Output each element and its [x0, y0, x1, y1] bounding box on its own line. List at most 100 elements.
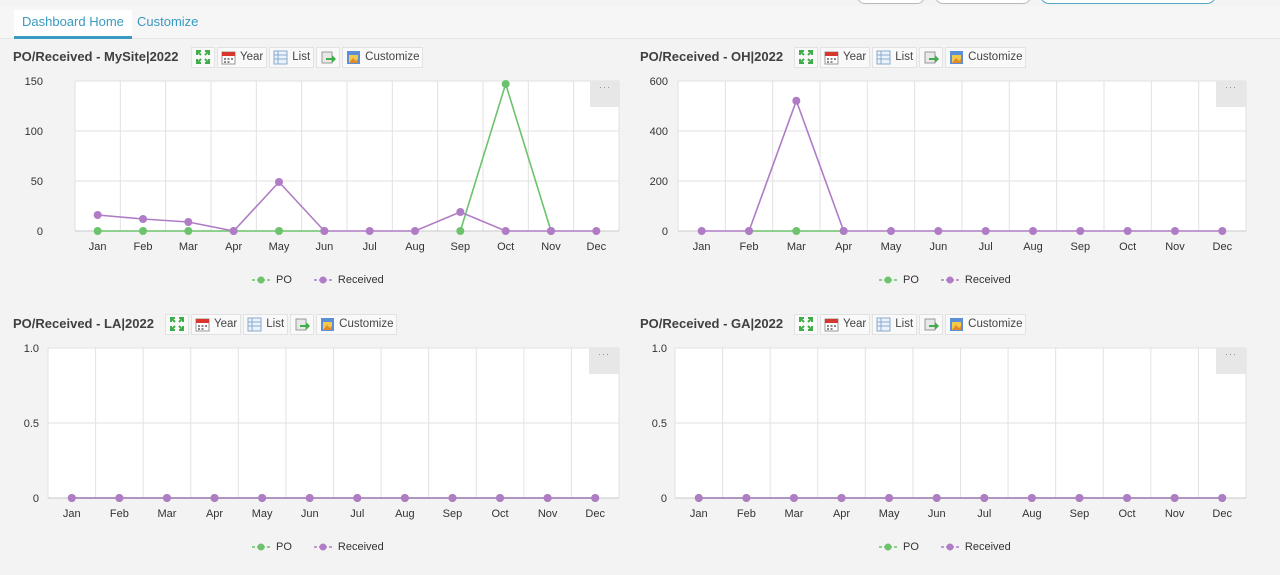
tab-dashboard-home[interactable]: Dashboard Home [14, 10, 132, 39]
y-tick-label: 50 [31, 176, 43, 188]
data-point-received[interactable] [547, 227, 555, 235]
data-point-po[interactable] [275, 227, 283, 235]
data-point-po[interactable] [792, 227, 801, 235]
data-point-received[interactable] [1171, 227, 1179, 235]
export-button[interactable] [919, 313, 944, 335]
data-point-received[interactable] [885, 494, 894, 502]
data-point-received[interactable] [1123, 494, 1132, 502]
expand-button[interactable] [165, 313, 189, 335]
export-button[interactable] [919, 46, 944, 68]
data-point-po[interactable] [456, 227, 465, 235]
data-point-received[interactable] [275, 178, 283, 186]
legend-item-received[interactable]: Received [940, 274, 1011, 286]
data-point-received[interactable] [980, 494, 989, 502]
tab-customize[interactable]: Customize [137, 14, 199, 29]
data-point-received[interactable] [1075, 494, 1084, 502]
data-point-received[interactable] [792, 96, 801, 105]
data-point-received[interactable] [934, 227, 943, 235]
year-button[interactable]: Year [217, 46, 268, 68]
data-point-received[interactable] [592, 227, 601, 235]
data-point-po[interactable] [184, 227, 193, 235]
data-point-received[interactable] [320, 227, 329, 235]
year-button[interactable]: Year [191, 313, 242, 335]
legend-item-po[interactable]: PO [879, 541, 919, 553]
expand-button[interactable] [191, 46, 215, 68]
data-point-received[interactable] [742, 494, 751, 502]
x-tick-label: Sep [443, 508, 463, 520]
data-point-received[interactable] [1218, 494, 1227, 502]
data-point-received[interactable] [839, 227, 848, 235]
data-point-received[interactable] [496, 494, 505, 502]
data-point-received[interactable] [887, 227, 895, 235]
top-button-1[interactable] [857, 0, 925, 4]
customize-button[interactable]: Customize [342, 46, 424, 68]
legend-item-received[interactable]: Received [940, 541, 1011, 553]
line-chart: 0 0.5 1.0 Jan Feb Mar Apr May Jun Jul Aug Sep Oct Nov… [24, 343, 620, 520]
expand-button[interactable] [794, 313, 818, 335]
list-button[interactable]: List [269, 46, 315, 68]
data-point-received[interactable] [93, 211, 102, 219]
list-button[interactable]: List [872, 313, 918, 335]
x-tick-label: Jul [977, 508, 991, 520]
data-point-received[interactable] [162, 494, 171, 502]
legend-item-po[interactable]: PO [879, 274, 919, 286]
data-point-received[interactable] [258, 494, 267, 502]
list-button[interactable]: List [872, 46, 918, 68]
data-point-received[interactable] [400, 494, 409, 502]
data-point-received[interactable] [305, 494, 314, 502]
top-search-input[interactable] [1040, 0, 1216, 4]
data-point-received[interactable] [184, 218, 193, 226]
data-point-received[interactable] [1029, 227, 1037, 235]
top-button-2[interactable] [935, 0, 1031, 4]
data-point-received[interactable] [697, 227, 706, 235]
export-button[interactable] [316, 46, 341, 68]
customize-button[interactable]: Customize [316, 313, 398, 335]
year-button[interactable]: Year [820, 313, 871, 335]
legend-item-po[interactable]: PO [252, 274, 292, 286]
data-point-po[interactable] [139, 227, 147, 235]
data-point-received[interactable] [115, 494, 124, 502]
customize-button[interactable]: Customize [945, 46, 1027, 68]
data-point-received[interactable] [67, 494, 76, 502]
data-point-po[interactable] [501, 80, 510, 88]
x-tick-label: Nov [1165, 241, 1185, 253]
chart-menu-button[interactable]: ··· [589, 348, 619, 374]
chart-menu-button[interactable]: ··· [1216, 348, 1246, 374]
data-point-received[interactable] [353, 494, 362, 502]
data-point-po[interactable] [93, 227, 102, 235]
data-point-received[interactable] [139, 215, 147, 223]
data-point-received[interactable] [543, 494, 552, 502]
data-point-received[interactable] [448, 494, 457, 502]
chart-menu-button[interactable]: ··· [590, 81, 620, 107]
legend-item-received[interactable]: Received [313, 541, 384, 553]
expand-button[interactable] [794, 46, 818, 68]
data-point-received[interactable] [745, 227, 753, 235]
data-point-received[interactable] [210, 494, 219, 502]
year-label: Year [843, 318, 867, 330]
data-point-received[interactable] [1027, 494, 1036, 502]
legend-label-po: PO [276, 274, 292, 286]
export-button[interactable] [290, 313, 315, 335]
data-point-received[interactable] [591, 494, 600, 502]
line-chart: 0 200 400 600 Jan Feb Mar Apr May Jun Jul Aug Sep Oct… [650, 76, 1247, 253]
legend-item-po[interactable]: PO [252, 541, 292, 553]
data-point-received[interactable] [229, 227, 238, 235]
data-point-received[interactable] [1076, 227, 1085, 235]
list-button[interactable]: List [243, 313, 289, 335]
data-point-received[interactable] [1123, 227, 1132, 235]
data-point-received[interactable] [411, 227, 419, 235]
data-point-received[interactable] [365, 227, 374, 235]
chart-menu-button[interactable]: ··· [1216, 81, 1246, 107]
customize-button[interactable]: Customize [945, 313, 1027, 335]
legend-item-received[interactable]: Received [313, 274, 384, 286]
data-point-received[interactable] [789, 494, 798, 502]
data-point-received[interactable] [1170, 494, 1179, 502]
data-point-received[interactable] [456, 208, 465, 216]
data-point-received[interactable] [694, 494, 703, 502]
data-point-received[interactable] [932, 494, 941, 502]
data-point-received[interactable] [837, 494, 846, 502]
data-point-received[interactable] [501, 227, 510, 235]
data-point-received[interactable] [981, 227, 990, 235]
data-point-received[interactable] [1218, 227, 1227, 235]
year-button[interactable]: Year [820, 46, 871, 68]
